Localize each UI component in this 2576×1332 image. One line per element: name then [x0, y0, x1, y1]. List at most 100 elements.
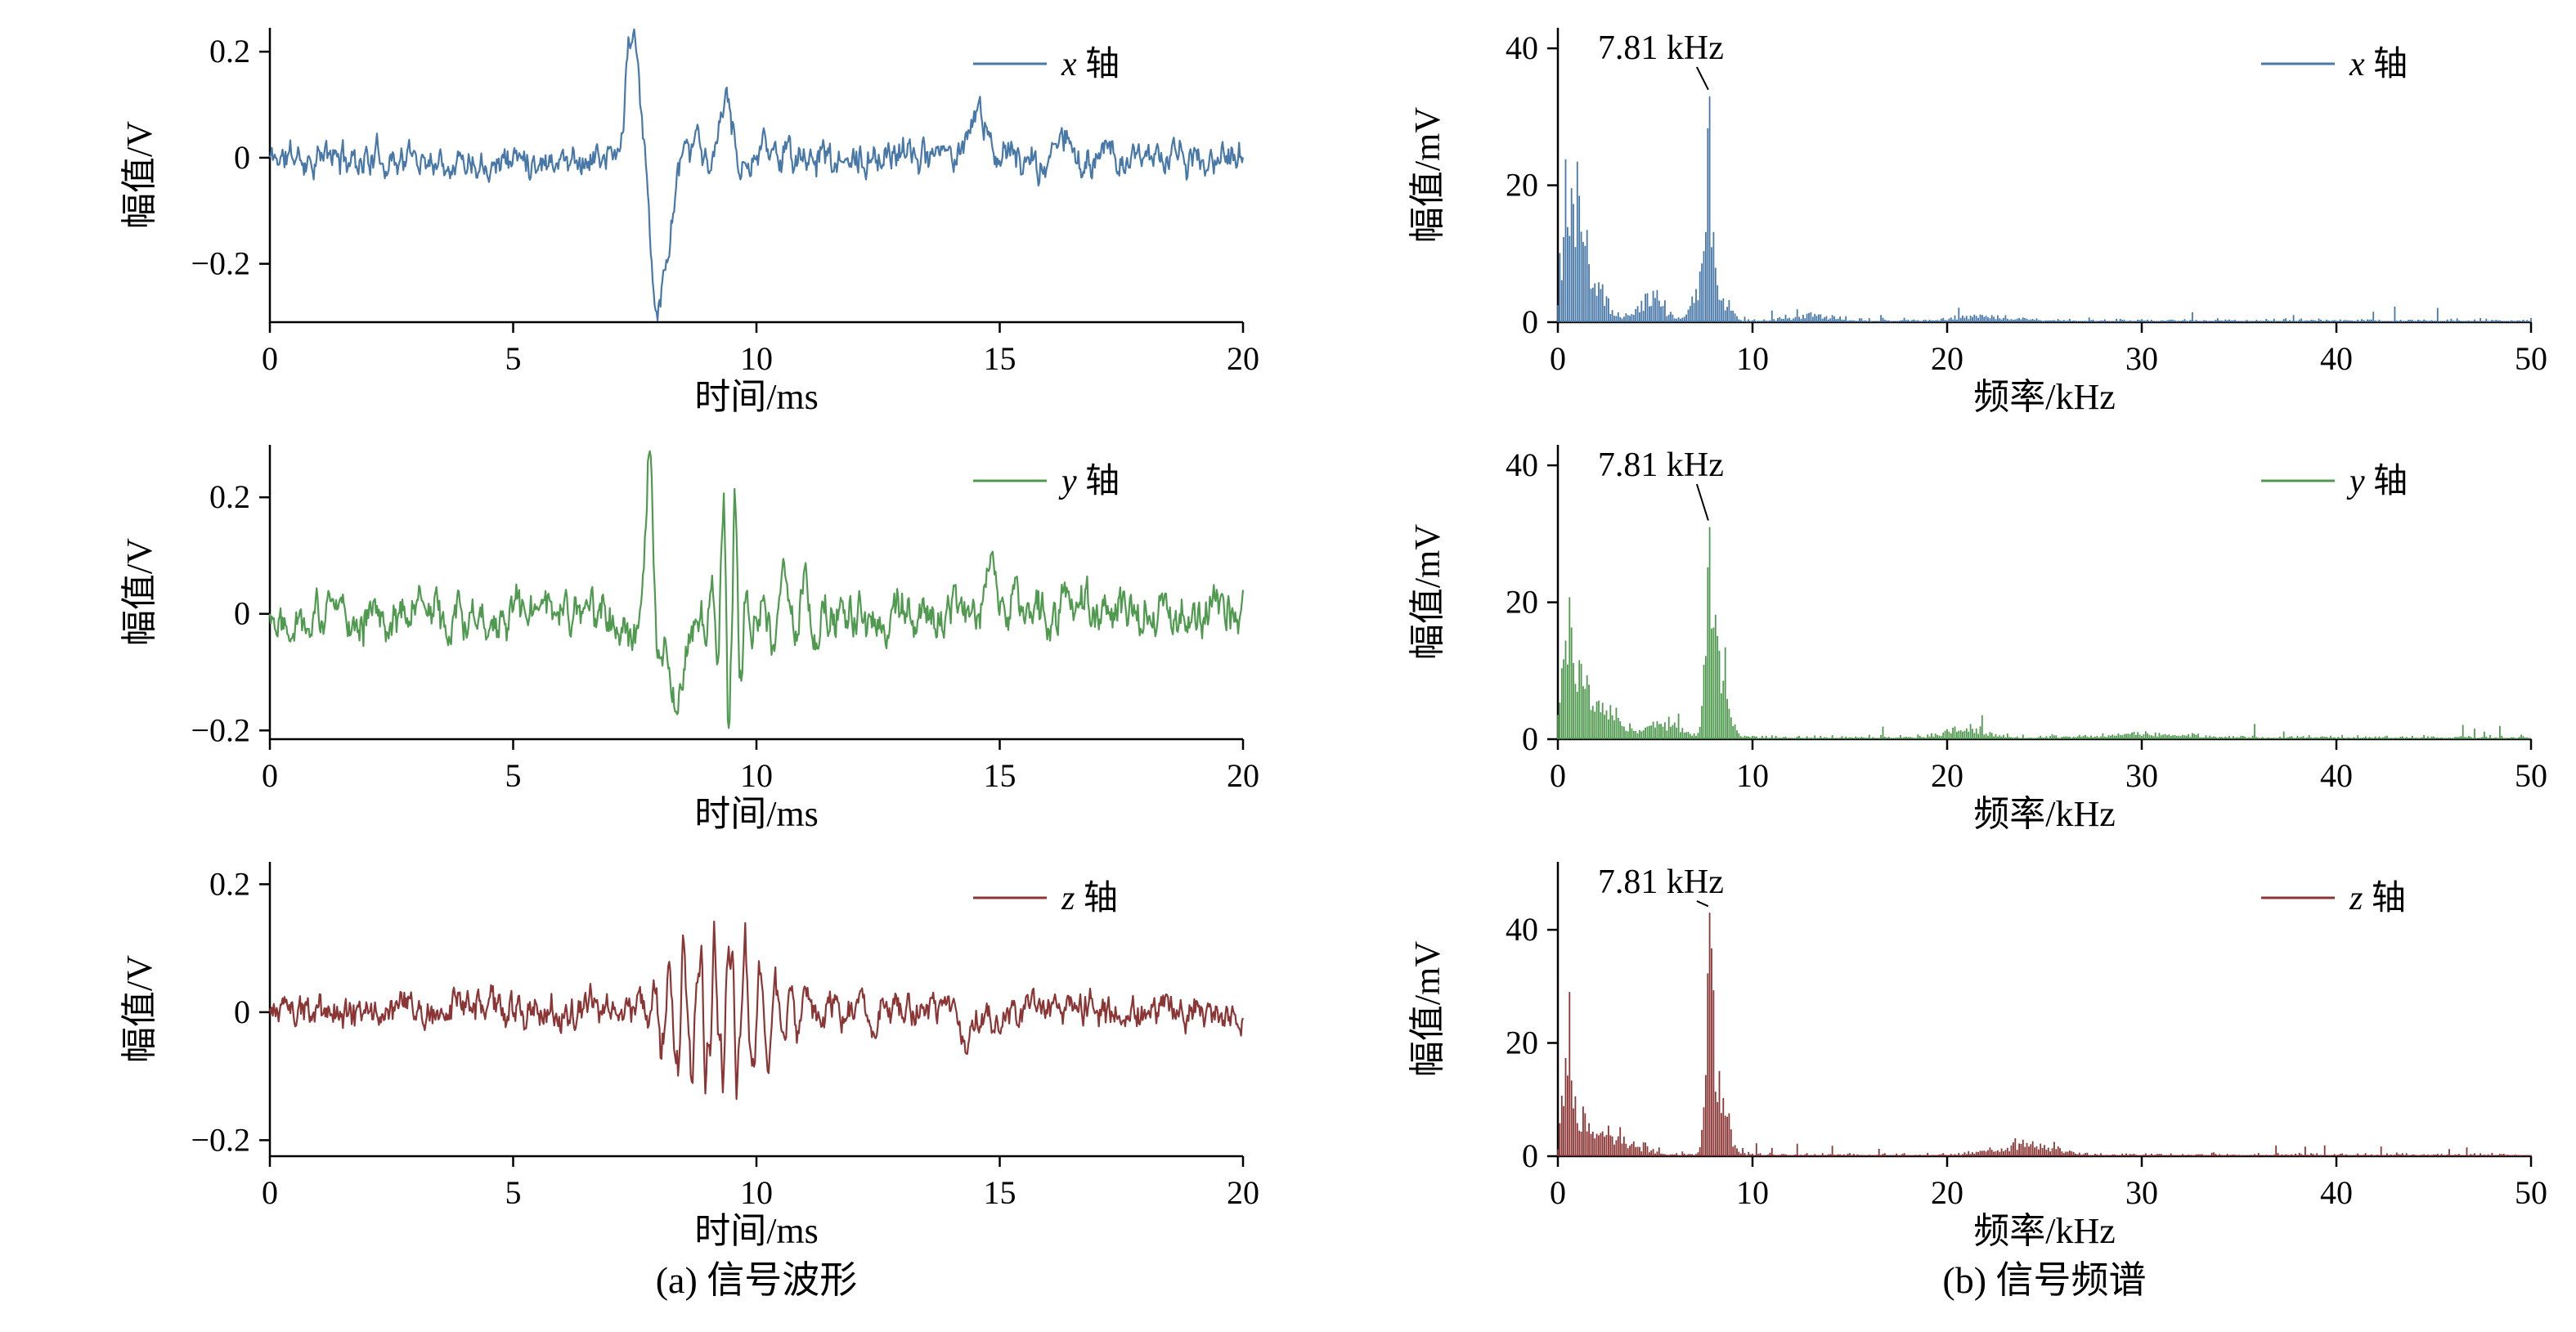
x-axis-label: 时间/ms — [694, 1211, 819, 1251]
svg-text:0: 0 — [1522, 720, 1538, 757]
y-axis-label: 幅值/V — [119, 955, 159, 1063]
peak-annotation: 7.81 kHz — [1598, 863, 1724, 908]
tick-labels: 0 10 20 30 40 50 0 20 40 — [1506, 29, 2547, 377]
spectrum-series — [1557, 527, 2532, 739]
svg-text:10: 10 — [740, 340, 773, 377]
legend: x 轴 — [973, 46, 1120, 83]
svg-text:20: 20 — [1931, 1174, 1963, 1211]
svg-text:15: 15 — [984, 340, 1016, 377]
spectrum-series — [1557, 96, 2532, 322]
waveform-series — [268, 450, 1245, 729]
svg-text:−0.2: −0.2 — [191, 711, 250, 748]
y-axis-label: 幅值/V — [119, 538, 159, 646]
svg-text:0: 0 — [262, 1174, 278, 1211]
chart-spectrum-y: 0 10 20 30 40 50 0 20 40 幅值/mV 频率/kHz 7.81 kHz y 轴 — [1288, 422, 2564, 839]
plot-axes — [259, 28, 1245, 333]
svg-text:20: 20 — [1227, 340, 1259, 377]
svg-text:7.81 kHz: 7.81 kHz — [1598, 863, 1724, 901]
legend-label: z 轴 — [2349, 880, 2406, 917]
legend-label: z 轴 — [1061, 880, 1118, 917]
svg-text:0.2: 0.2 — [209, 478, 250, 515]
svg-text:10: 10 — [740, 1174, 773, 1211]
svg-text:30: 30 — [2125, 340, 2158, 377]
spectrum-column: 0 10 20 30 40 50 0 20 40 幅值/mV 频率/kHz 7.81 kHz x 轴 0… — [1288, 0, 2576, 1308]
chart-waveform-x: 0 5 10 15 20 −0.2 0 0.2 幅值/V 时间/ms x 轴 — [0, 5, 1276, 422]
svg-text:0: 0 — [234, 595, 250, 632]
svg-text:0: 0 — [1550, 340, 1566, 377]
x-axis-label: 频率/kHz — [1973, 794, 2116, 834]
spectrum-series — [1557, 913, 2532, 1156]
legend-label: x 轴 — [2349, 46, 2408, 83]
svg-text:40: 40 — [1506, 911, 1538, 948]
spectrum-plot: 0 10 20 30 40 50 0 20 40 幅值/mV 频率/kHz 7.81 kHz x 轴 — [1407, 28, 2547, 417]
y-axis-label: 幅值/V — [119, 121, 159, 229]
svg-text:5: 5 — [505, 757, 522, 794]
svg-text:10: 10 — [740, 757, 773, 794]
peak-annotation: 7.81 kHz — [1598, 446, 1724, 521]
svg-text:0: 0 — [1550, 1174, 1566, 1211]
svg-text:0: 0 — [234, 993, 250, 1030]
svg-text:20: 20 — [1506, 167, 1538, 204]
svg-text:−0.2: −0.2 — [191, 1121, 250, 1158]
legend-label: x 轴 — [1061, 46, 1120, 83]
chart-spectrum-x: 0 10 20 30 40 50 0 20 40 幅值/mV 频率/kHz 7.81 kHz x 轴 — [1288, 5, 2564, 422]
svg-text:40: 40 — [2320, 1174, 2353, 1211]
x-axis-label: 时间/ms — [694, 794, 819, 834]
svg-text:50: 50 — [2515, 757, 2547, 794]
caption-signal-waveform: (a) 信号波形 — [655, 1259, 858, 1301]
svg-text:40: 40 — [2320, 340, 2353, 377]
svg-text:7.81 kHz: 7.81 kHz — [1598, 446, 1724, 484]
chart-spectrum-z: 0 10 20 30 40 50 0 20 40 幅值/mV 频率/kHz 7.81 kHz z 轴 — [1288, 839, 2564, 1256]
waveform-plot: 0 5 10 15 20 −0.2 0 0.2 幅值/V 时间/ms y 轴 — [119, 445, 1259, 834]
svg-text:−0.2: −0.2 — [191, 245, 250, 282]
legend: z 轴 — [2261, 880, 2406, 917]
svg-text:10: 10 — [1736, 757, 1769, 794]
tick-labels: 0 10 20 30 40 50 0 20 40 — [1506, 446, 2547, 794]
svg-text:0: 0 — [262, 340, 278, 377]
svg-text:20: 20 — [1227, 757, 1259, 794]
spectrum-plot: 0 10 20 30 40 50 0 20 40 幅值/mV 频率/kHz 7.81 kHz z 轴 — [1407, 862, 2547, 1251]
chart-waveform-z: 0 5 10 15 20 −0.2 0 0.2 幅值/V 时间/ms z 轴 — [0, 839, 1276, 1256]
waveform-series — [268, 28, 1245, 322]
peak-annotation: 7.81 kHz — [1598, 29, 1724, 91]
spectrum-plot: 0 10 20 30 40 50 0 20 40 幅值/mV 频率/kHz 7.81 kHz y 轴 — [1407, 445, 2547, 834]
waveform-column: 0 5 10 15 20 −0.2 0 0.2 幅值/V 时间/ms x 轴 0 5 10 15 20 −0.… — [0, 0, 1288, 1308]
legend: y 轴 — [973, 463, 1120, 500]
svg-text:50: 50 — [2515, 1174, 2547, 1211]
plot-axes — [259, 445, 1245, 750]
svg-text:0.2: 0.2 — [209, 33, 250, 70]
svg-text:0: 0 — [234, 139, 250, 176]
svg-text:0: 0 — [1550, 757, 1566, 794]
svg-text:20: 20 — [1931, 757, 1963, 794]
svg-text:15: 15 — [984, 1174, 1016, 1211]
tick-labels: 0 5 10 15 20 −0.2 0 0.2 — [191, 865, 1259, 1211]
svg-text:15: 15 — [984, 757, 1016, 794]
svg-text:20: 20 — [1506, 1025, 1538, 1061]
tick-labels: 0 5 10 15 20 −0.2 0 0.2 — [191, 478, 1259, 794]
chart-waveform-y: 0 5 10 15 20 −0.2 0 0.2 幅值/V 时间/ms y 轴 — [0, 422, 1276, 839]
waveform-series — [268, 920, 1245, 1101]
y-axis-label: 幅值/mV — [1407, 524, 1447, 660]
svg-text:5: 5 — [505, 340, 522, 377]
x-axis-label: 时间/ms — [694, 377, 819, 417]
svg-text:7.81 kHz: 7.81 kHz — [1598, 29, 1724, 67]
waveform-plot: 0 5 10 15 20 −0.2 0 0.2 幅值/V 时间/ms z 轴 — [119, 862, 1259, 1251]
svg-text:0: 0 — [1522, 303, 1538, 340]
svg-text:10: 10 — [1736, 1174, 1769, 1211]
svg-text:0.2: 0.2 — [209, 865, 250, 902]
x-axis-label: 频率/kHz — [1973, 377, 2116, 417]
svg-text:50: 50 — [2515, 340, 2547, 377]
legend: x 轴 — [2261, 46, 2408, 83]
svg-text:20: 20 — [1227, 1174, 1259, 1211]
y-axis-label: 幅值/mV — [1407, 941, 1447, 1077]
svg-text:0: 0 — [1522, 1137, 1538, 1174]
caption-signal-spectrum: (b) 信号频谱 — [1942, 1259, 2147, 1301]
y-axis-label: 幅值/mV — [1407, 107, 1447, 243]
legend: y 轴 — [2261, 463, 2408, 500]
legend-label: y 轴 — [2346, 463, 2408, 500]
svg-text:20: 20 — [1931, 340, 1963, 377]
svg-text:40: 40 — [1506, 29, 1538, 66]
svg-text:20: 20 — [1506, 584, 1538, 621]
svg-text:30: 30 — [2125, 757, 2158, 794]
